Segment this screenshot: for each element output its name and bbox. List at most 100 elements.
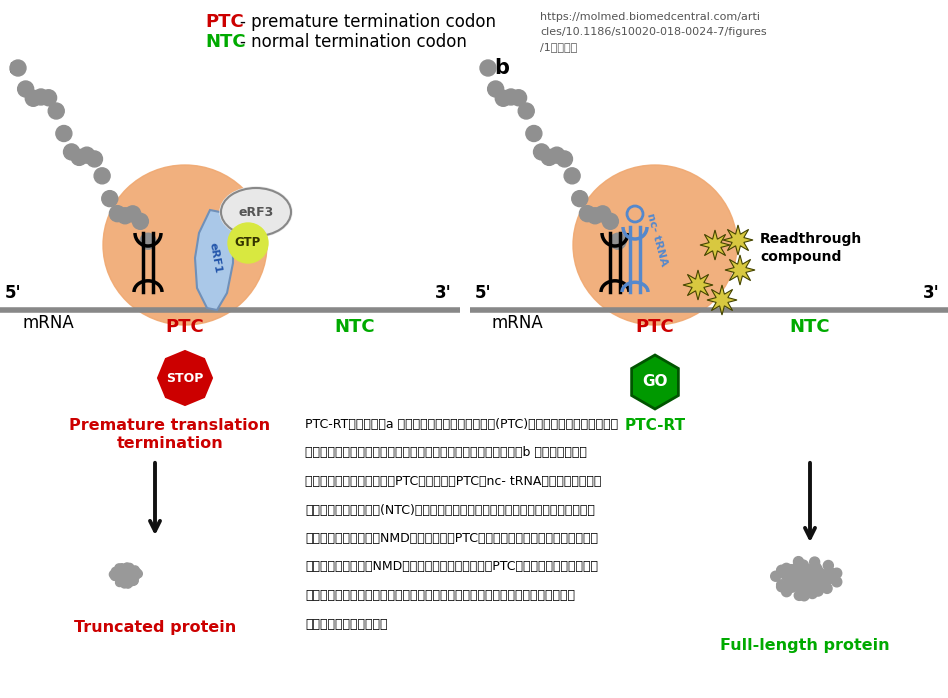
Circle shape bbox=[125, 577, 134, 585]
Circle shape bbox=[556, 151, 573, 167]
Circle shape bbox=[795, 568, 805, 579]
Text: PTC-RTプロセス。a リボソームが早期終止コドン(PTC)に遂遇し、その部位が翻訳: PTC-RTプロセス。a リボソームが早期終止コドン(PTC)に遂遇し、その部位… bbox=[305, 418, 618, 431]
Circle shape bbox=[33, 89, 49, 105]
Circle shape bbox=[791, 574, 800, 584]
Circle shape bbox=[781, 570, 792, 580]
Circle shape bbox=[787, 582, 796, 592]
Circle shape bbox=[820, 579, 830, 588]
Circle shape bbox=[785, 577, 794, 586]
Text: Truncated protein: Truncated protein bbox=[74, 620, 236, 635]
Circle shape bbox=[802, 579, 811, 589]
Circle shape bbox=[792, 563, 802, 573]
Circle shape bbox=[812, 570, 823, 580]
Circle shape bbox=[807, 567, 816, 577]
Text: する可能性があります。: する可能性があります。 bbox=[305, 618, 388, 630]
Circle shape bbox=[819, 577, 829, 587]
Text: b: b bbox=[494, 58, 509, 78]
Text: PTC: PTC bbox=[166, 318, 205, 336]
Circle shape bbox=[64, 144, 80, 160]
Circle shape bbox=[798, 586, 808, 595]
Circle shape bbox=[803, 577, 812, 587]
Circle shape bbox=[810, 577, 820, 587]
Circle shape bbox=[776, 580, 787, 590]
Circle shape bbox=[824, 574, 833, 584]
Circle shape bbox=[811, 581, 822, 592]
Circle shape bbox=[56, 126, 72, 142]
Circle shape bbox=[813, 586, 823, 596]
Polygon shape bbox=[631, 355, 679, 409]
Circle shape bbox=[796, 563, 806, 572]
Circle shape bbox=[831, 577, 842, 587]
Circle shape bbox=[776, 581, 787, 592]
Circle shape bbox=[788, 576, 798, 586]
Circle shape bbox=[812, 564, 822, 574]
Text: PTC-RT: PTC-RT bbox=[625, 418, 685, 433]
Circle shape bbox=[800, 586, 810, 595]
Circle shape bbox=[822, 584, 832, 593]
Circle shape bbox=[126, 576, 134, 584]
Circle shape bbox=[594, 206, 611, 222]
Text: PTC: PTC bbox=[635, 318, 674, 336]
Circle shape bbox=[799, 586, 809, 596]
Text: https://molmed.biomedcentral.com/arti
cles/10.1186/s10020-018-0024-7/figures
/1よ: https://molmed.biomedcentral.com/arti cl… bbox=[540, 12, 767, 52]
Text: Premature translation
termination: Premature translation termination bbox=[69, 418, 270, 451]
Circle shape bbox=[118, 574, 125, 581]
Circle shape bbox=[541, 149, 557, 165]
Text: て、刺激物質が存在しない場合でも、非常に低レベルの完全長タンパク質が存在: て、刺激物質が存在しない場合でも、非常に低レベルの完全長タンパク質が存在 bbox=[305, 589, 575, 602]
Circle shape bbox=[228, 223, 268, 263]
Polygon shape bbox=[700, 230, 730, 260]
Circle shape bbox=[125, 206, 140, 222]
Text: NTC: NTC bbox=[790, 318, 830, 336]
Circle shape bbox=[495, 90, 511, 106]
Circle shape bbox=[109, 206, 125, 222]
Circle shape bbox=[130, 577, 138, 585]
Circle shape bbox=[810, 557, 820, 567]
Circle shape bbox=[526, 126, 542, 142]
Circle shape bbox=[798, 577, 809, 587]
Circle shape bbox=[41, 90, 57, 106]
Text: GO: GO bbox=[642, 375, 667, 389]
Circle shape bbox=[793, 579, 803, 589]
Circle shape bbox=[798, 560, 809, 570]
Text: - premature termination codon: - premature termination codon bbox=[240, 13, 496, 31]
Circle shape bbox=[796, 576, 806, 586]
Circle shape bbox=[135, 570, 142, 578]
Circle shape bbox=[123, 563, 131, 571]
Circle shape bbox=[781, 563, 792, 573]
Circle shape bbox=[803, 581, 813, 591]
Circle shape bbox=[579, 206, 595, 222]
Circle shape bbox=[118, 571, 125, 579]
Circle shape bbox=[793, 556, 804, 567]
Circle shape bbox=[811, 562, 821, 572]
Text: STOP: STOP bbox=[166, 371, 204, 385]
Text: Readthrough
compound: Readthrough compound bbox=[760, 232, 863, 265]
Circle shape bbox=[808, 588, 817, 598]
Text: Full-length protein: Full-length protein bbox=[720, 638, 890, 653]
Circle shape bbox=[124, 576, 133, 584]
Circle shape bbox=[791, 570, 801, 579]
Circle shape bbox=[123, 573, 132, 581]
Circle shape bbox=[121, 577, 129, 586]
Polygon shape bbox=[725, 255, 755, 285]
Circle shape bbox=[787, 580, 797, 590]
Circle shape bbox=[118, 569, 126, 577]
Text: - normal termination codon: - normal termination codon bbox=[240, 33, 466, 51]
Circle shape bbox=[118, 564, 126, 572]
Text: 5': 5' bbox=[475, 284, 492, 302]
Circle shape bbox=[48, 103, 64, 119]
Circle shape bbox=[780, 582, 790, 592]
Circle shape bbox=[823, 560, 833, 570]
Ellipse shape bbox=[573, 165, 737, 325]
Circle shape bbox=[602, 214, 618, 230]
Polygon shape bbox=[707, 285, 737, 315]
Text: eRF3: eRF3 bbox=[238, 205, 274, 218]
Text: NTC: NTC bbox=[335, 318, 375, 336]
Circle shape bbox=[117, 568, 124, 577]
Circle shape bbox=[118, 569, 126, 577]
Circle shape bbox=[133, 214, 148, 230]
Circle shape bbox=[795, 582, 806, 593]
Polygon shape bbox=[683, 270, 713, 300]
Circle shape bbox=[132, 572, 139, 580]
Circle shape bbox=[116, 579, 123, 586]
Circle shape bbox=[808, 586, 817, 597]
